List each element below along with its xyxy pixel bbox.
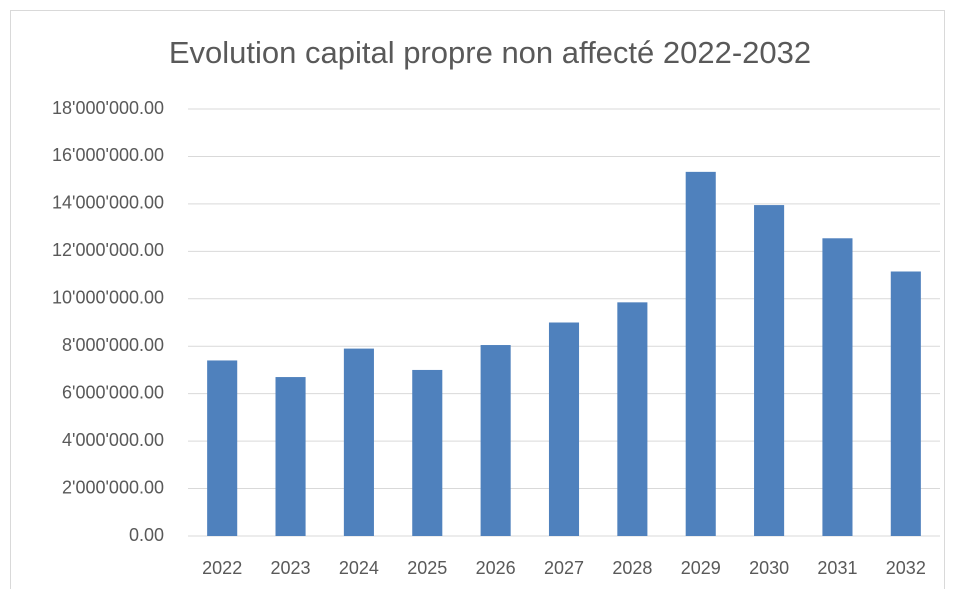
bar [275, 377, 306, 536]
bar [412, 369, 443, 536]
bar [890, 271, 921, 536]
y-tick-label: 10'000'000.00 [52, 288, 164, 308]
y-tick-label: 12'000'000.00 [52, 240, 164, 260]
x-tick-label: 2024 [339, 558, 379, 578]
y-tick-label: 18'000'000.00 [52, 98, 164, 118]
x-tick-label: 2025 [407, 558, 447, 578]
x-tick-label: 2027 [544, 558, 584, 578]
x-tick-label: 2026 [476, 558, 516, 578]
x-tick-label: 2029 [681, 558, 721, 578]
x-tick-label: 2030 [749, 558, 789, 578]
chart-border [10, 10, 945, 589]
y-tick-label: 8'000'000.00 [62, 335, 164, 355]
x-tick-label: 2022 [202, 558, 242, 578]
y-tick-label: 0.00 [129, 525, 164, 545]
x-tick-label: 2028 [612, 558, 652, 578]
y-tick-label: 6'000'000.00 [62, 382, 164, 402]
chart-title: Evolution capital propre non affecté 202… [169, 35, 811, 70]
y-tick-label: 4'000'000.00 [62, 430, 164, 450]
y-tick-label: 2'000'000.00 [62, 477, 164, 497]
y-tick-label: 14'000'000.00 [52, 193, 164, 213]
x-tick-label: 2023 [271, 558, 311, 578]
bar [822, 238, 853, 536]
bar [548, 322, 580, 536]
bar [480, 345, 511, 536]
bar [754, 205, 785, 536]
x-tick-label: 2032 [886, 558, 926, 578]
bar [617, 302, 648, 536]
bar [207, 360, 238, 536]
bar [685, 171, 716, 536]
y-tick-label: 16'000'000.00 [52, 145, 164, 165]
bar [343, 348, 374, 536]
x-tick-label: 2031 [817, 558, 857, 578]
